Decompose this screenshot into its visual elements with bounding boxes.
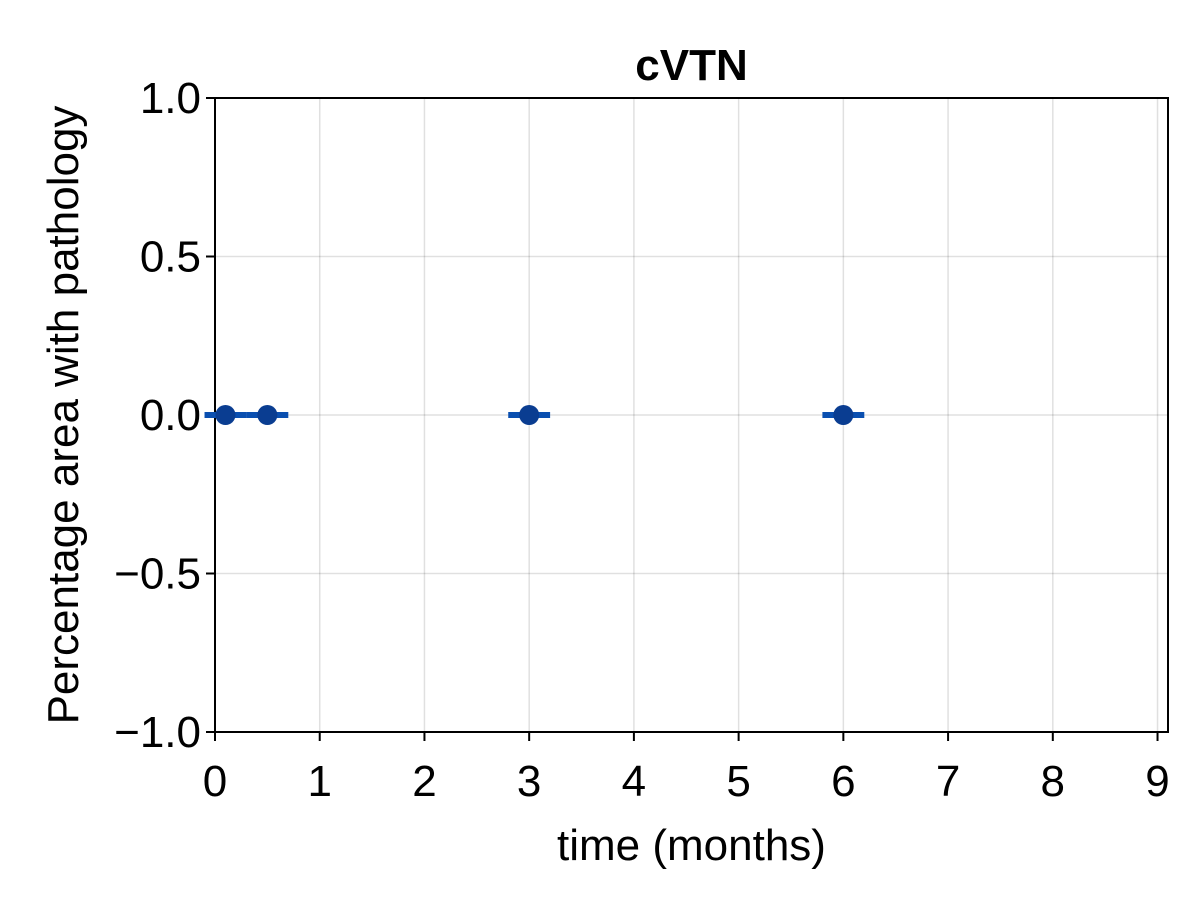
y-tick-label: −1.0: [114, 708, 201, 757]
data-point: [519, 405, 540, 425]
x-axis-title: time (months): [557, 821, 826, 870]
x-tick-label: 0: [203, 757, 227, 806]
x-tick-label: 1: [307, 757, 331, 806]
data-point: [257, 405, 278, 425]
grid: [214, 97, 1168, 733]
x-tick-label: 4: [622, 757, 646, 806]
chart-title: cVTN: [635, 41, 747, 90]
x-tick-label: 5: [726, 757, 750, 806]
axis-ticks: 0 1 2 3 4 5 6 7 8 9 −1.0 −0.5 0.0 0.5 1.0: [114, 74, 1170, 806]
data-point: [833, 405, 854, 425]
y-axis-title: Percentage area with pathology: [39, 106, 88, 725]
x-tick-label: 6: [831, 757, 855, 806]
data-marks: [204, 405, 865, 425]
y-tick-label: 0.5: [140, 233, 201, 282]
x-tick-label: 3: [517, 757, 541, 806]
y-tick-label: −0.5: [114, 550, 201, 599]
x-tick-label: 7: [936, 757, 960, 806]
x-tick-label: 2: [412, 757, 436, 806]
y-tick-label: 0.0: [140, 391, 201, 440]
x-tick-label: 9: [1145, 757, 1169, 806]
data-point: [215, 405, 236, 425]
x-tick-label: 8: [1041, 757, 1065, 806]
y-tick-label: 1.0: [140, 74, 201, 123]
